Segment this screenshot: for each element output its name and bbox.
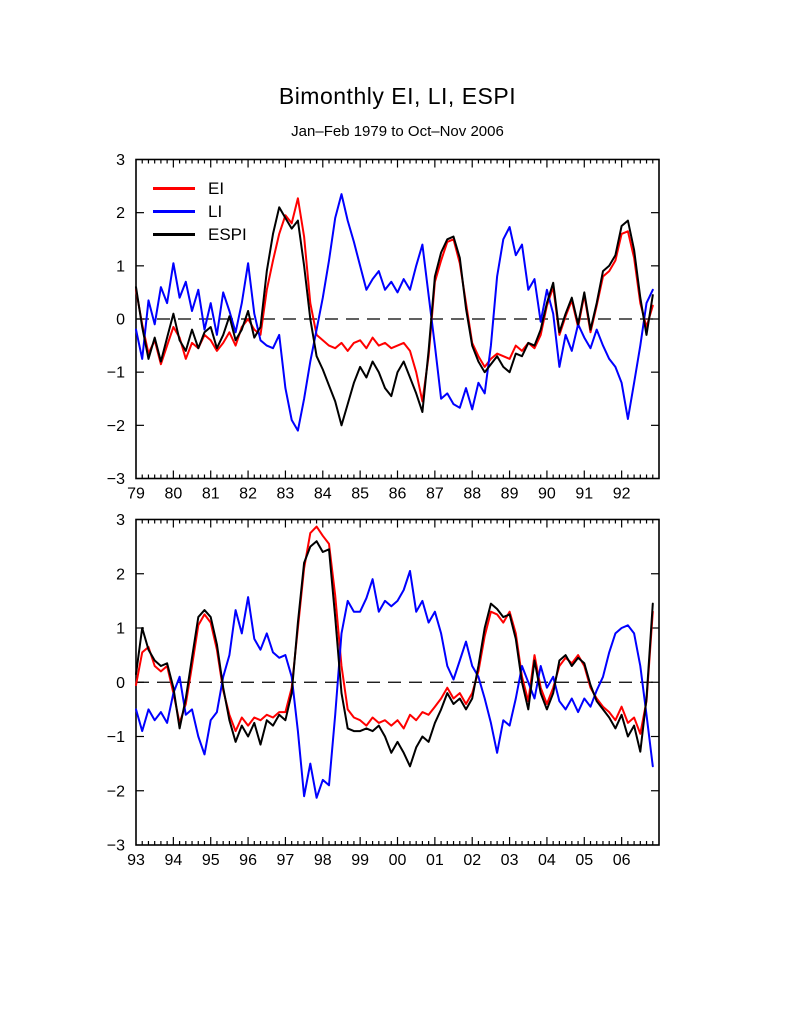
x-tick-label: 01 (426, 852, 444, 869)
x-tick-label: 98 (314, 852, 332, 869)
series-line-espi (135, 206, 654, 427)
legend: EI LI ESPI (153, 177, 247, 246)
x-tick-label: 95 (202, 852, 220, 869)
x-tick-label: 81 (202, 486, 220, 503)
x-tick-label: 80 (164, 486, 182, 503)
x-tick-label: 92 (613, 486, 631, 503)
chart-title: Bimonthly EI, LI, ESPI (278, 83, 517, 109)
y-tick-label: 0 (116, 675, 125, 692)
series-line-li (135, 570, 654, 799)
x-tick-label: 88 (463, 486, 481, 503)
y-tick-label: 3 (116, 512, 125, 529)
x-tick-label: 83 (277, 486, 295, 503)
y-tick-label: 2 (116, 566, 125, 583)
y-tick-label: −2 (107, 418, 125, 435)
x-tick-label: 04 (538, 852, 556, 869)
x-tick-label: 89 (501, 486, 519, 503)
series-line-li (135, 193, 654, 432)
y-tick-label: −2 (107, 783, 125, 800)
y-tick-label: −3 (107, 838, 125, 855)
chart-subtitle: Jan–Feb 1979 to Oct–Nov 2006 (291, 123, 504, 140)
legend-label: ESPI (208, 225, 247, 244)
legend-label: LI (208, 202, 223, 221)
legend-label: EI (208, 179, 225, 198)
x-tick-label: 90 (538, 486, 556, 503)
x-tick-label: 99 (351, 852, 369, 869)
x-tick-label: 03 (501, 852, 519, 869)
series-line-espi (135, 540, 654, 768)
y-tick-label: 1 (116, 258, 125, 275)
x-tick-label: 96 (239, 852, 257, 869)
x-tick-label: 93 (127, 852, 145, 869)
y-tick-label: −1 (107, 729, 125, 746)
x-tick-label: 02 (463, 852, 481, 869)
x-tick-label: 94 (164, 852, 182, 869)
x-tick-label: 97 (277, 852, 295, 869)
y-tick-label: 0 (116, 312, 125, 329)
y-tick-label: −1 (107, 365, 125, 382)
legend-line-swatch (153, 187, 195, 190)
legend-item-ei: EI (153, 177, 247, 200)
x-tick-label: 82 (239, 486, 257, 503)
x-tick-label: 86 (389, 486, 407, 503)
y-tick-label: 1 (116, 621, 125, 638)
legend-item-espi: ESPI (153, 223, 247, 246)
legend-item-li: LI (153, 200, 247, 223)
x-tick-label: 87 (426, 486, 444, 503)
y-tick-label: −3 (107, 471, 125, 488)
legend-line-swatch (153, 210, 195, 213)
x-tick-label: 84 (314, 486, 332, 503)
x-tick-label: 79 (127, 486, 145, 503)
x-tick-label: 06 (613, 852, 631, 869)
x-tick-label: 05 (575, 852, 593, 869)
legend-line-swatch (153, 233, 195, 236)
x-tick-label: 85 (351, 486, 369, 503)
y-tick-label: 3 (116, 152, 125, 169)
y-tick-label: 2 (116, 205, 125, 222)
x-tick-label: 91 (575, 486, 593, 503)
x-tick-label: 00 (389, 852, 407, 869)
